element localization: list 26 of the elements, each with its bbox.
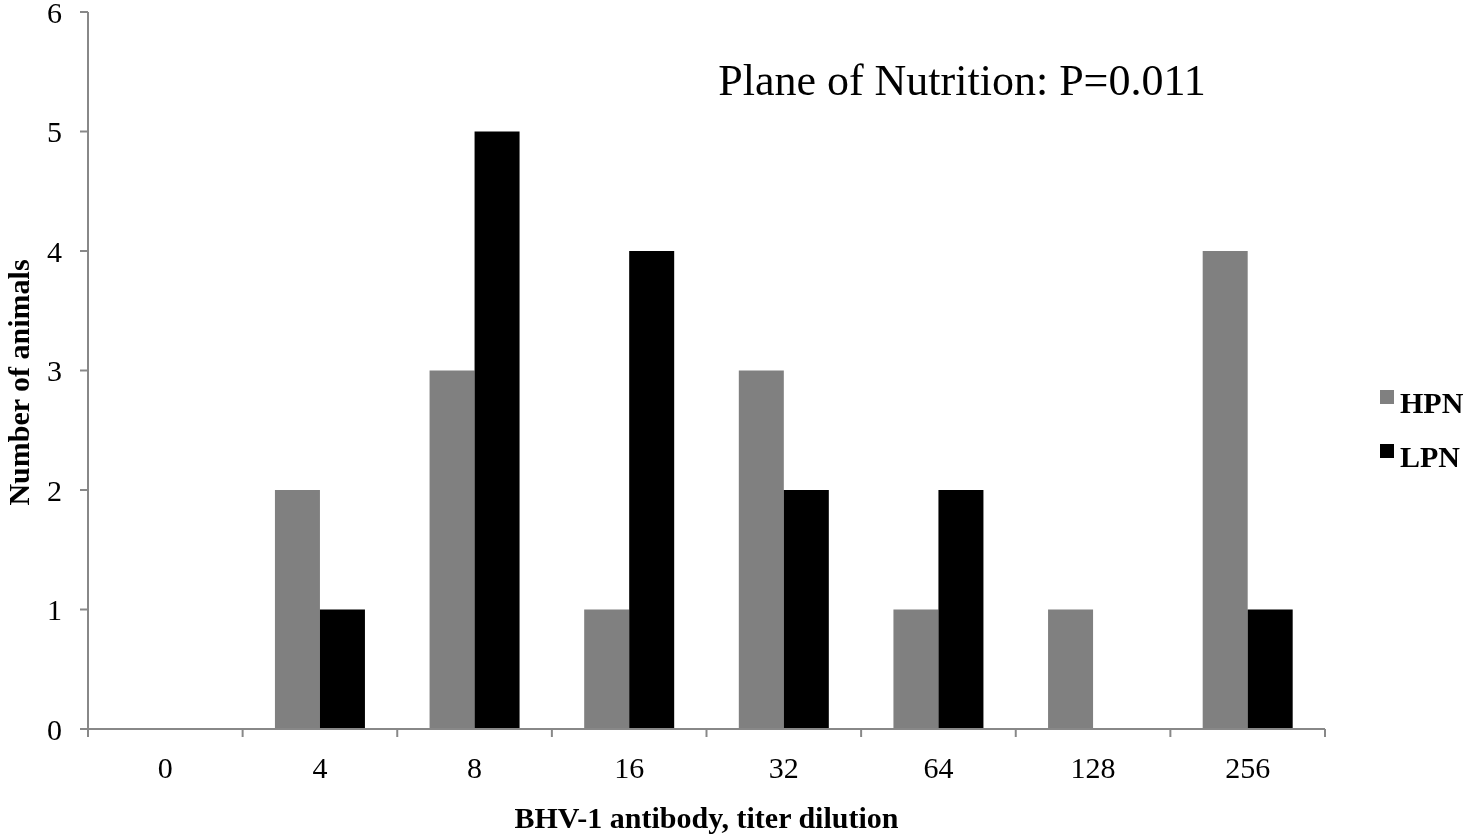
annotation: Plane of Nutrition: P=0.011 [718, 56, 1206, 106]
y-axis-title: Number of animals [1, 259, 35, 506]
bar [319, 609, 365, 729]
y-tick-label: 4 [47, 234, 62, 268]
x-tick-label: 64 [923, 750, 954, 784]
x-tick-label: 4 [312, 750, 328, 784]
x-tick-label: 0 [157, 750, 173, 784]
y-tick-label: 2 [47, 473, 62, 507]
x-tick-label: 256 [1225, 750, 1271, 784]
bar [629, 251, 675, 729]
y-tick-label: 3 [47, 354, 62, 387]
bar [474, 131, 520, 729]
legend-label: HPN [1400, 385, 1464, 419]
y-tick-label: 1 [47, 593, 62, 626]
y-tick-label: 0 [47, 712, 62, 746]
x-axis-title: BHV-1 antibody, titer dilution [514, 800, 899, 834]
legend-label: LPN [1400, 439, 1461, 473]
x-tick-label: 128 [1070, 750, 1116, 784]
x-tick-label: 32 [768, 750, 799, 784]
bar [938, 490, 984, 729]
x-tick-label: 16 [614, 750, 645, 784]
x-tick-label: 8 [467, 750, 483, 784]
y-tick-label: 6 [47, 0, 62, 29]
y-tick-label: 5 [47, 115, 62, 148]
bar [1247, 609, 1293, 729]
bar [783, 490, 829, 729]
